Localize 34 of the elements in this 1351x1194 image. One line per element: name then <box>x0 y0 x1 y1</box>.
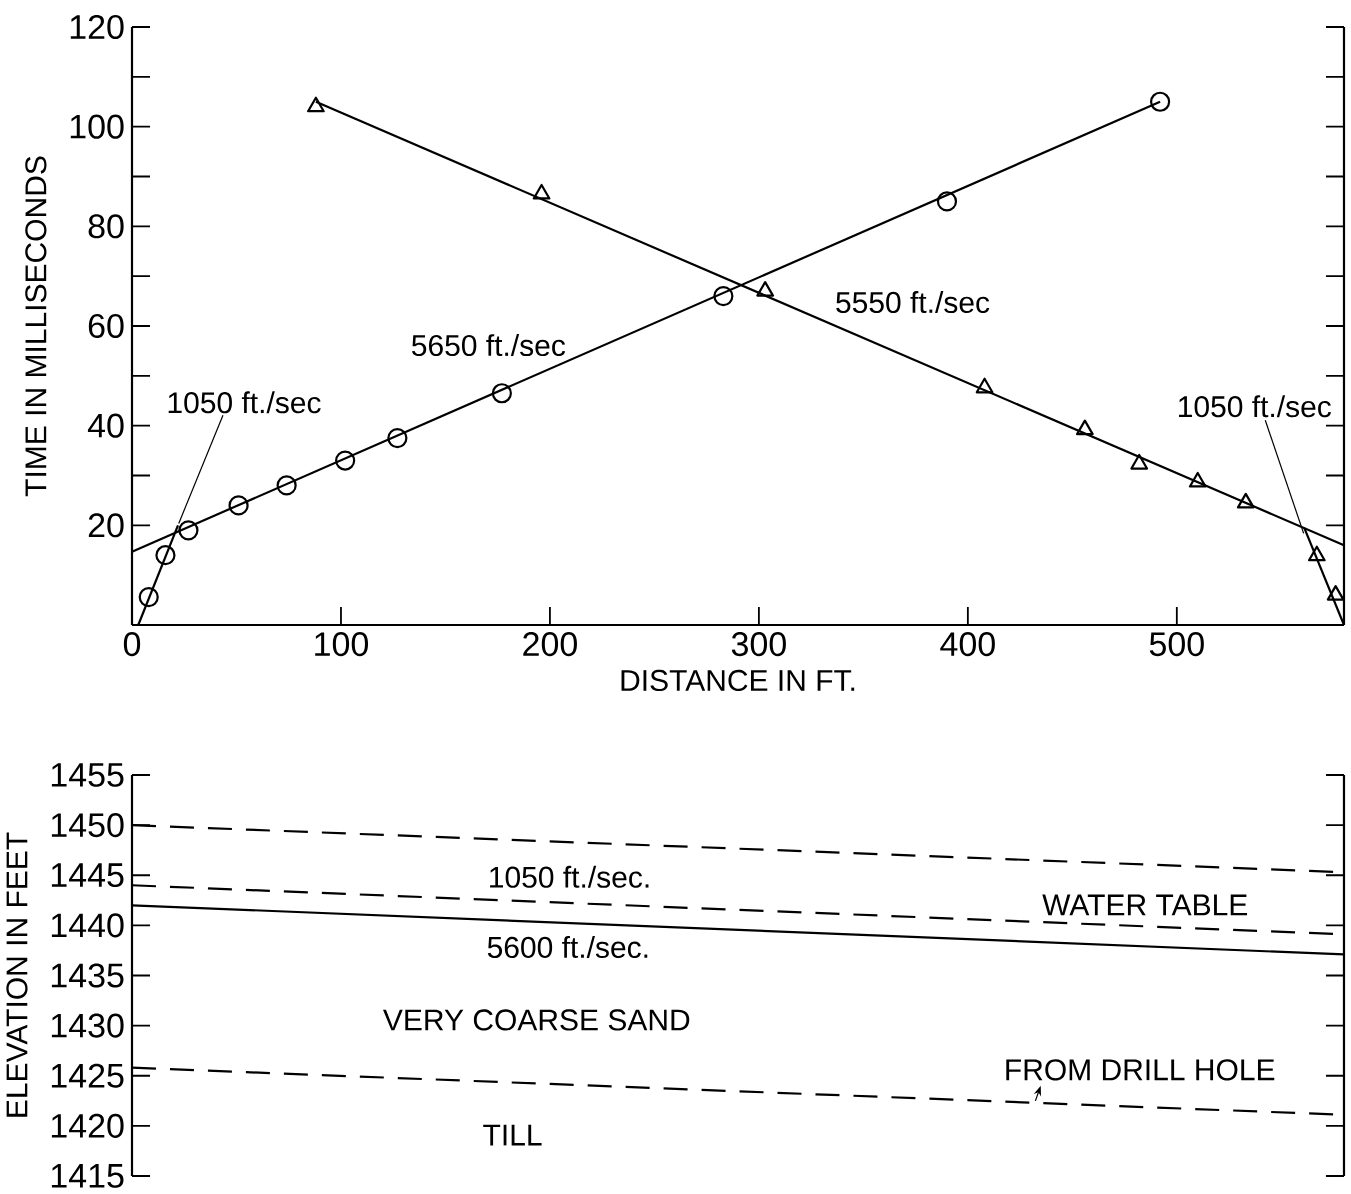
annotation: 5600 ft./sec. <box>487 936 648 959</box>
y-tick-label: 1430 <box>51 1013 124 1038</box>
annotation: 5650 ft./sec <box>411 334 566 357</box>
x-axis-title: DISTANCE IN FT. <box>621 669 855 692</box>
y-tick-label: 40 <box>87 413 124 438</box>
y-tick-label: 80 <box>88 214 124 239</box>
y-tick-label: 1450 <box>51 813 124 838</box>
x-tick-label: 300 <box>731 632 786 657</box>
x-tick-label: 500 <box>1149 632 1204 657</box>
y-tick-label: 100 <box>70 114 124 139</box>
y-tick-label: 60 <box>88 313 124 339</box>
y-axis-title: TIME IN MILLISECONDS <box>25 156 47 497</box>
x-tick-label: 100 <box>315 632 369 657</box>
x-tick-label: 200 <box>523 632 577 657</box>
annotation: FROM DRILL HOLE <box>1006 1059 1275 1081</box>
y-tick-label: 1440 <box>51 913 124 938</box>
annotation: 1050 ft./sec <box>1179 395 1332 418</box>
y-tick-label: 1425 <box>51 1063 124 1088</box>
annotation: TILL <box>483 1124 542 1146</box>
y-tick-label: 1420 <box>51 1113 124 1138</box>
x-tick-label: 0 <box>123 632 141 657</box>
y-tick-label: 1415 <box>51 1164 124 1188</box>
y-tick-label: 20 <box>88 513 124 538</box>
y-tick-label: 120 <box>70 14 124 40</box>
annotation: WATER TABLE <box>1042 894 1248 916</box>
annotation: 1050 ft./sec <box>168 391 321 414</box>
y-tick-label: 1435 <box>51 963 124 988</box>
y-axis-title: ELEVATION IN FEET <box>6 832 28 1117</box>
annotation: 5550 ft./sec <box>836 291 990 314</box>
y-tick-label: 1455 <box>51 763 124 787</box>
y-tick-label: 1445 <box>51 863 124 888</box>
annotation: 1050 ft./sec. <box>490 865 649 888</box>
x-tick-label: 400 <box>940 632 995 657</box>
annotation: VERY COARSE SAND <box>383 1009 690 1031</box>
